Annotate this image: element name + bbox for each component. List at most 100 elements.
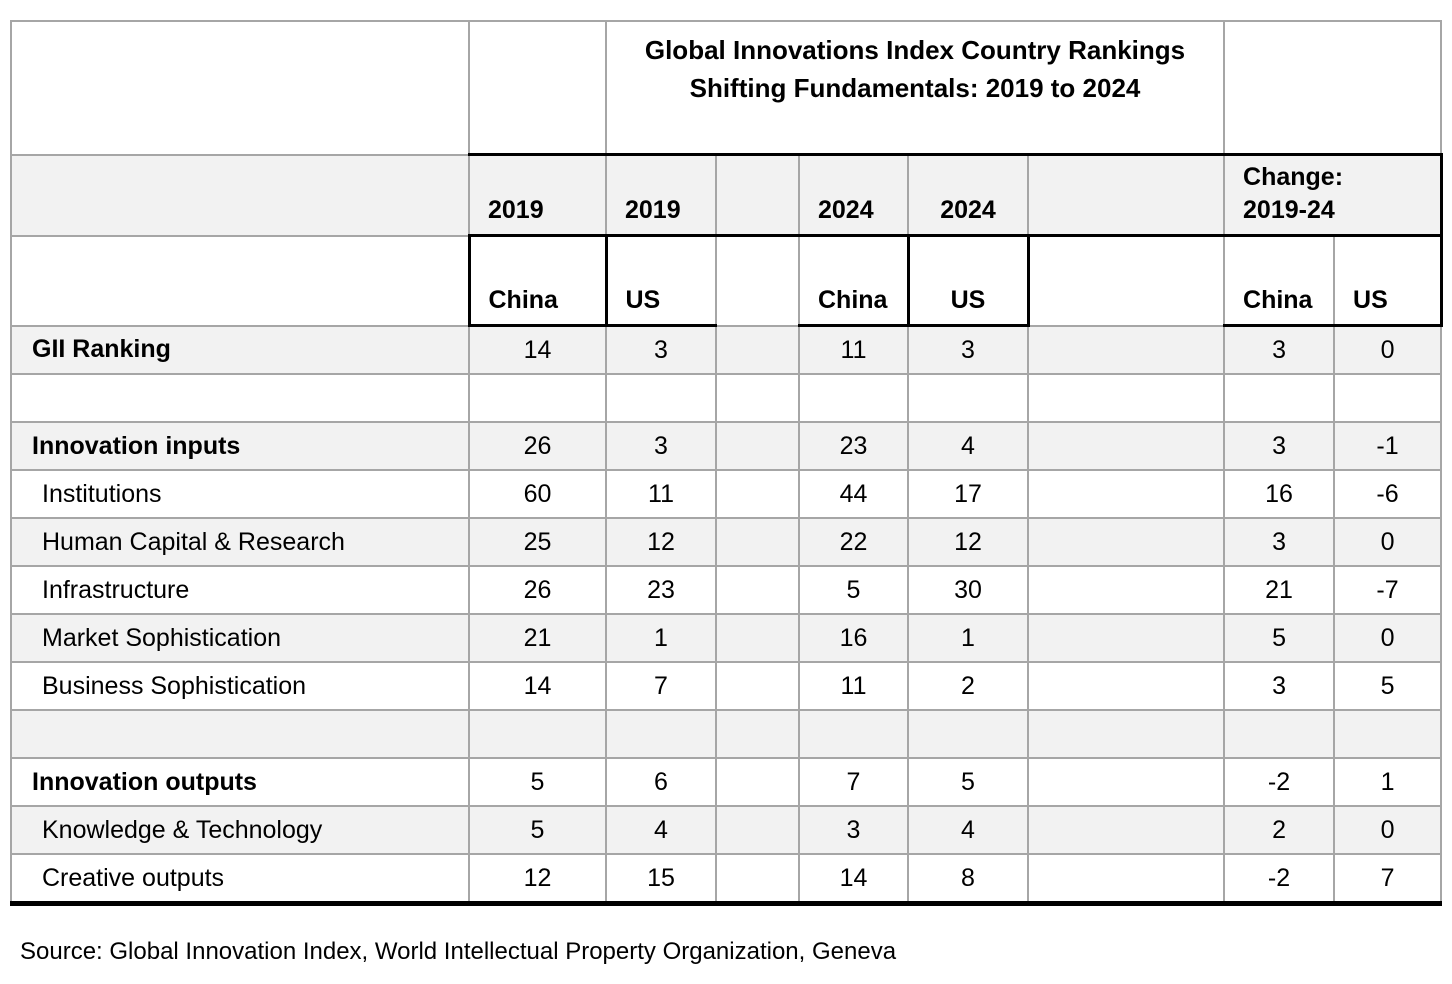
table-row: Innovation inputs 26 3 23 4 3 -1 bbox=[10, 421, 1443, 471]
spacer-cell bbox=[1026, 565, 1226, 615]
blank-cell bbox=[10, 234, 470, 327]
row-label: Infrastructure bbox=[10, 565, 470, 615]
value-cell: 60 bbox=[468, 469, 607, 519]
col-header-change: Change: 2019-24 bbox=[1223, 153, 1443, 237]
spacer-row bbox=[10, 709, 1443, 759]
table-row: Market Sophistication 21 1 16 1 5 0 bbox=[10, 613, 1443, 663]
spacer-row bbox=[10, 373, 1443, 423]
value-cell bbox=[468, 373, 607, 423]
spacer-cell bbox=[1026, 469, 1226, 519]
spacer-cell bbox=[1026, 421, 1226, 471]
value-cell: -1 bbox=[1333, 421, 1443, 471]
value-cell: -2 bbox=[1223, 757, 1336, 807]
table-body: GII Ranking 14 3 11 3 3 0 Innovation inputs 26 3 2… bbox=[10, 324, 1443, 906]
value-cell: 12 bbox=[468, 853, 607, 906]
value-cell: 23 bbox=[605, 565, 717, 615]
value-cell: 26 bbox=[468, 565, 607, 615]
spacer-cell bbox=[715, 757, 800, 807]
value-cell: 3 bbox=[605, 421, 717, 471]
spacer-cell bbox=[715, 421, 800, 471]
value-cell bbox=[1333, 709, 1443, 759]
value-cell: 3 bbox=[1223, 517, 1336, 567]
table-title: Global Innovations Index Country Ranking… bbox=[604, 20, 1226, 156]
blank-cell bbox=[10, 153, 470, 237]
row-label: GII Ranking bbox=[10, 324, 470, 375]
value-cell: 7 bbox=[798, 757, 909, 807]
value-cell bbox=[1223, 709, 1336, 759]
value-cell: 21 bbox=[468, 613, 607, 663]
value-cell: 0 bbox=[1333, 324, 1443, 375]
value-cell: 1 bbox=[605, 613, 717, 663]
value-cell: 14 bbox=[468, 324, 607, 375]
spacer-cell bbox=[1026, 661, 1226, 711]
value-cell: 5 bbox=[907, 757, 1029, 807]
value-cell: 1 bbox=[1333, 757, 1443, 807]
col-header-2024-china-year: 2024 bbox=[798, 153, 909, 237]
spacer-cell bbox=[715, 469, 800, 519]
blank-cell bbox=[468, 20, 607, 156]
value-cell: 1 bbox=[907, 613, 1029, 663]
spacer-cell bbox=[715, 234, 800, 327]
spacer-cell bbox=[1026, 709, 1226, 759]
value-cell bbox=[605, 373, 717, 423]
row-label: Market Sophistication bbox=[10, 613, 470, 663]
value-cell: 11 bbox=[798, 661, 909, 711]
spacer-cell bbox=[715, 565, 800, 615]
source-note: Source: Global Innovation Index, World I… bbox=[20, 938, 897, 965]
value-cell: 44 bbox=[798, 469, 909, 519]
blank-cell bbox=[1223, 20, 1443, 156]
spacer-cell bbox=[715, 709, 800, 759]
rankings-table-wrapper: Global Innovations Index Country Ranking… bbox=[10, 20, 1443, 906]
value-cell: 21 bbox=[1223, 565, 1336, 615]
value-cell bbox=[907, 709, 1029, 759]
value-cell: 11 bbox=[798, 324, 909, 375]
value-cell: 16 bbox=[798, 613, 909, 663]
value-cell: 0 bbox=[1333, 517, 1443, 567]
col-header-2019-us: US bbox=[605, 234, 717, 327]
table-row: Human Capital & Research 25 12 22 12 3 0 bbox=[10, 517, 1443, 567]
change-header-line1: Change: bbox=[1243, 163, 1344, 191]
col-header-2019-china: China bbox=[467, 234, 608, 327]
col-header-change-us: US bbox=[1333, 234, 1443, 327]
value-cell: 2 bbox=[1223, 805, 1336, 855]
col-header-2019-us-year: 2019 bbox=[605, 153, 717, 237]
value-cell: 4 bbox=[605, 805, 717, 855]
spacer-cell bbox=[715, 324, 800, 375]
value-cell: 5 bbox=[798, 565, 909, 615]
value-cell: 2 bbox=[907, 661, 1029, 711]
col-header-2024-china: China bbox=[798, 234, 910, 327]
value-cell: -2 bbox=[1223, 853, 1336, 906]
rankings-table: Global Innovations Index Country Ranking… bbox=[10, 20, 1443, 906]
col-header-2024-us-year: 2024 bbox=[907, 153, 1029, 237]
value-cell: 3 bbox=[907, 324, 1029, 375]
value-cell: 3 bbox=[1223, 661, 1336, 711]
value-cell: 5 bbox=[1333, 661, 1443, 711]
spacer-cell bbox=[715, 517, 800, 567]
spacer-cell bbox=[1026, 805, 1226, 855]
col-header-2019-china-year: 2019 bbox=[468, 153, 607, 237]
value-cell: 15 bbox=[605, 853, 717, 906]
value-cell: 12 bbox=[605, 517, 717, 567]
value-cell: 14 bbox=[798, 853, 909, 906]
value-cell: 17 bbox=[907, 469, 1029, 519]
value-cell: 3 bbox=[798, 805, 909, 855]
spacer-cell bbox=[1026, 853, 1226, 906]
country-header-row: China US China US China US bbox=[10, 234, 1443, 327]
value-cell bbox=[605, 709, 717, 759]
table-row: Business Sophistication 14 7 11 2 3 5 bbox=[10, 661, 1443, 711]
row-label: Institutions bbox=[10, 469, 470, 519]
value-cell: 4 bbox=[907, 805, 1029, 855]
value-cell: 23 bbox=[798, 421, 909, 471]
value-cell: 4 bbox=[907, 421, 1029, 471]
spacer-cell bbox=[715, 661, 800, 711]
table-row: Institutions 60 11 44 17 16 -6 bbox=[10, 469, 1443, 519]
value-cell: 7 bbox=[1333, 853, 1443, 906]
spacer-cell bbox=[715, 373, 800, 423]
value-cell: -7 bbox=[1333, 565, 1443, 615]
value-cell: 3 bbox=[1223, 324, 1336, 375]
value-cell bbox=[1333, 373, 1443, 423]
value-cell bbox=[1223, 373, 1336, 423]
value-cell: 5 bbox=[468, 757, 607, 807]
value-cell: 0 bbox=[1333, 613, 1443, 663]
table-row: Infrastructure 26 23 5 30 21 -7 bbox=[10, 565, 1443, 615]
